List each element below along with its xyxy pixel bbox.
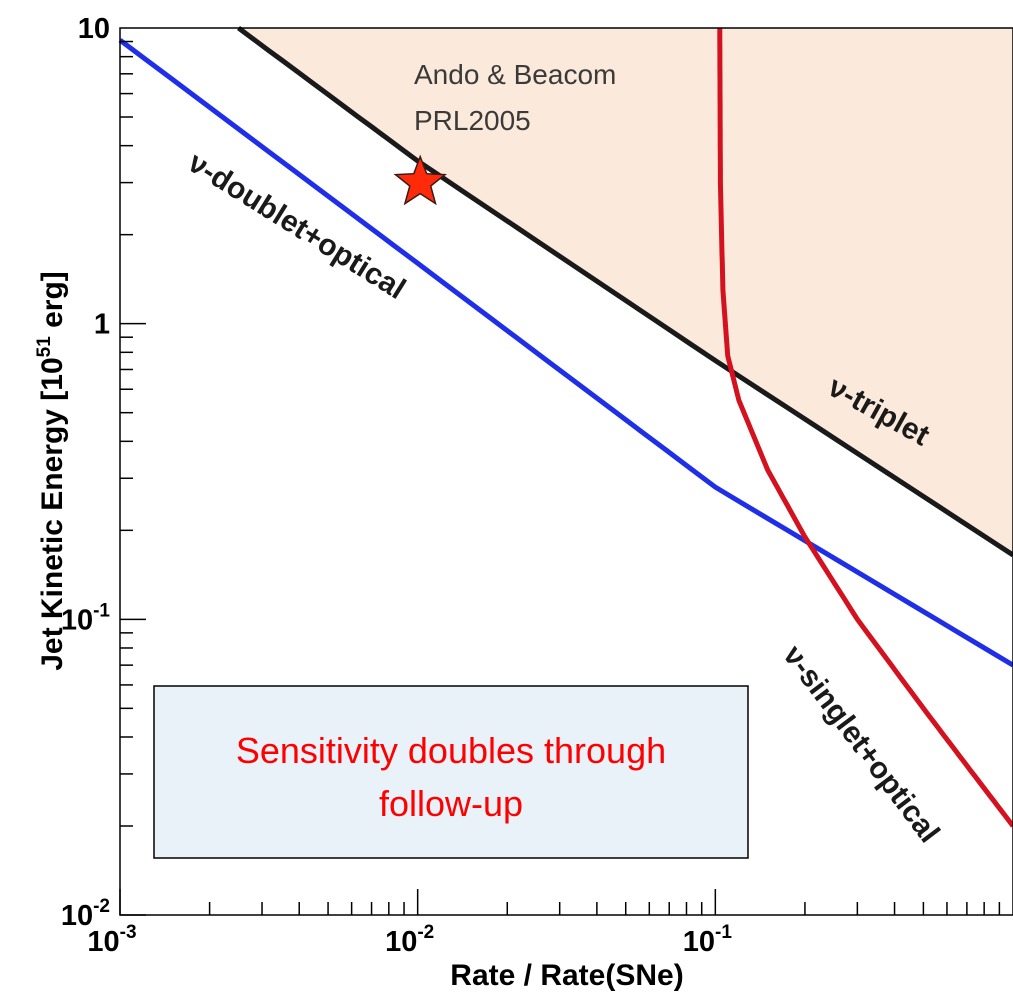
x-axis-title: Rate / Rate(SNe): [450, 959, 683, 992]
x-tick-labels: 10-3 10-2 10-1: [87, 922, 732, 958]
y-tick-label: 10-1: [61, 600, 111, 636]
x-tick-label: 10-3: [87, 922, 136, 958]
plot-frame: [119, 27, 1013, 916]
y-tick-label: 10: [78, 13, 110, 45]
y-tick-label: 1: [94, 309, 110, 341]
series-line-singlet-optical: [717, 28, 1013, 828]
note-box: [153, 685, 749, 859]
x-tick-label: 10-2: [385, 922, 434, 958]
axis-ticks: [119, 40, 1001, 916]
star-marker: [393, 154, 448, 206]
note-box-line-1: Sensitivity doubles through: [236, 730, 666, 771]
series-line-doublet-optical: [118, 38, 1013, 668]
y-axis-title: Jet Kinetic Energy [1051 erg]: [34, 271, 69, 671]
annotation-line-1: Ando & Beacom: [414, 59, 616, 90]
y-axis-title-main: Jet Kinetic Energy [10: [36, 357, 69, 670]
y-axis-title-unit: erg]: [36, 271, 69, 336]
y-axis-title-exp: 51: [34, 336, 55, 358]
series-line-triplet: [237, 25, 1013, 558]
excluded-region: [238, 28, 1013, 555]
x-tick-label: 10-1: [683, 922, 733, 958]
y-tick-labels: 10-2 10-1 1 10: [61, 13, 111, 932]
series-label-singlet-optical: ν-singlet+optical: [776, 639, 945, 849]
annotation-line-2: PRL2005: [414, 105, 531, 136]
note-box-line-2: follow-up: [379, 783, 523, 824]
y-tick-label: 10-2: [61, 896, 110, 932]
